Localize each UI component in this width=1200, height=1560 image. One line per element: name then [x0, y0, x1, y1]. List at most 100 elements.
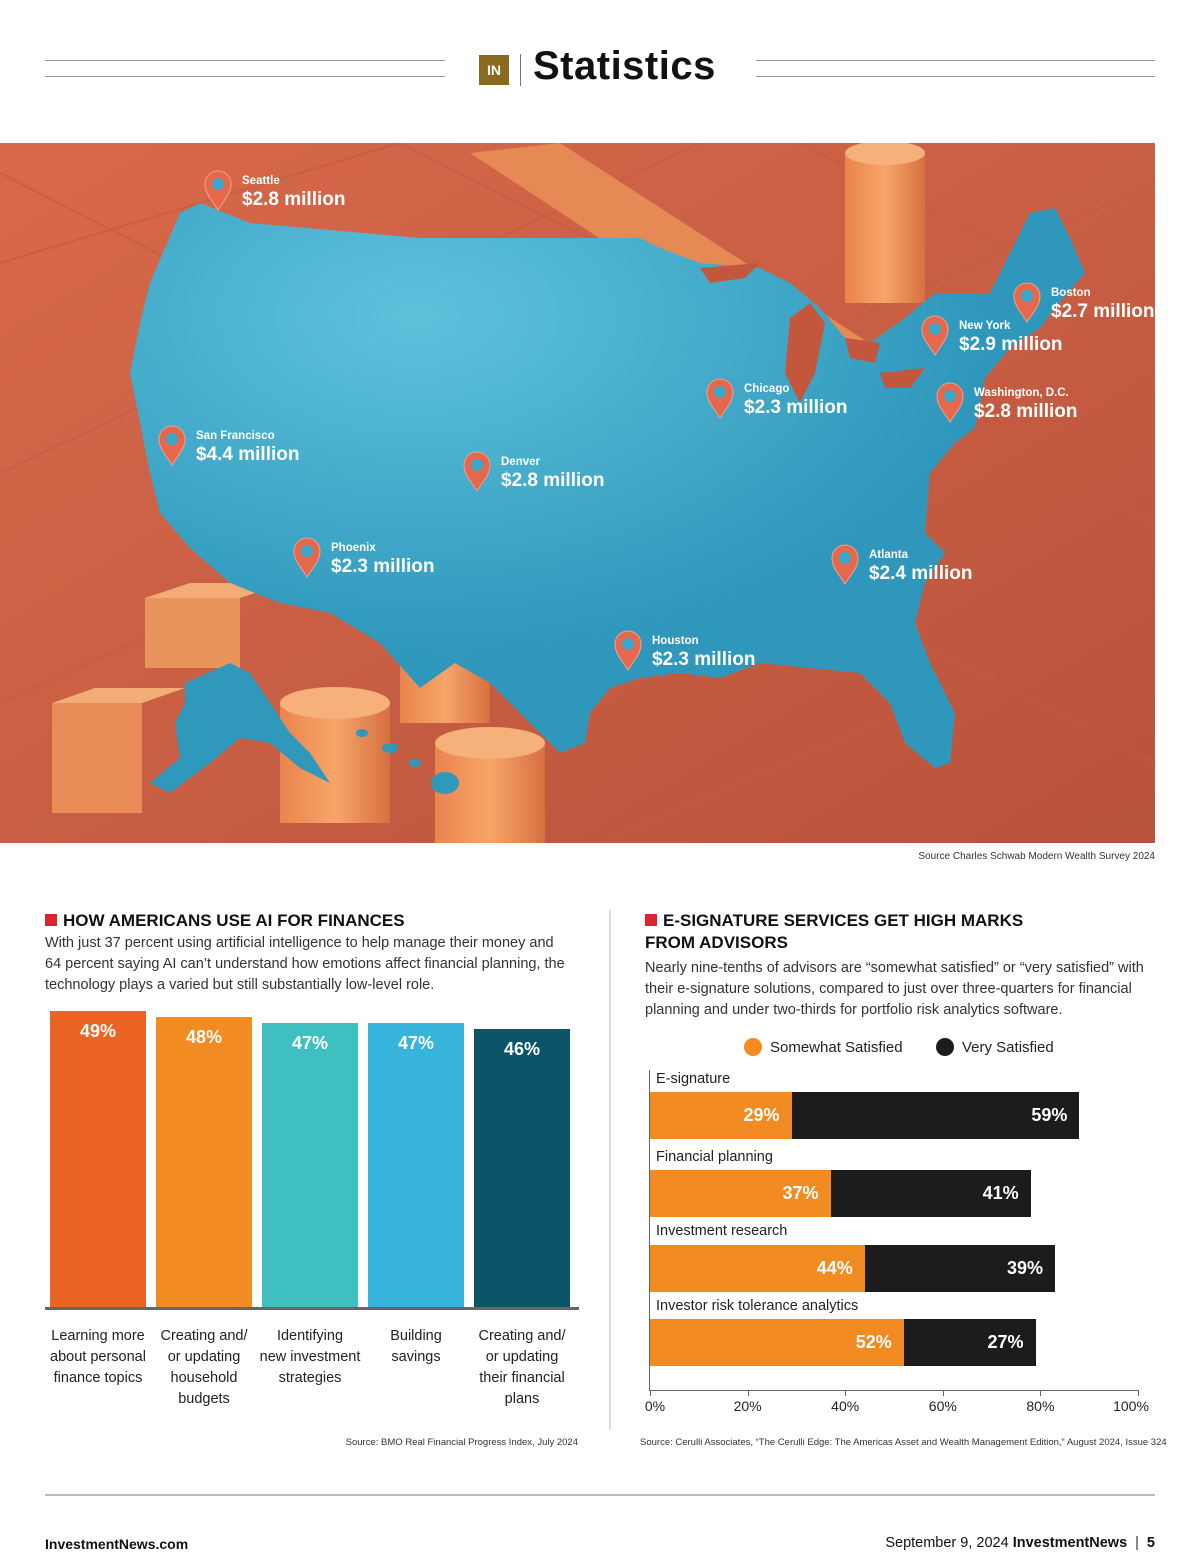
- ai-bar-value: 47%: [397, 1033, 435, 1054]
- city-value-label: $2.3 million: [744, 397, 847, 418]
- page-number: 5: [1146, 1535, 1155, 1551]
- city-value-label: $2.3 million: [331, 556, 434, 577]
- header-rule-left-bottom: [45, 76, 445, 77]
- ai-section-title: HOW AMERICANS USE AI FOR FINANCES: [45, 910, 405, 932]
- city-value-label: $2.8 million: [242, 189, 345, 210]
- ai-bar: [368, 1023, 464, 1307]
- esig-axis-x: [649, 1390, 1139, 1391]
- esig-tick-label: 60%: [928, 1398, 957, 1414]
- esig-section-description: Nearly nine-tenths of advisors are “some…: [645, 960, 1144, 1018]
- esig-bar-value: 39%: [1007, 1258, 1044, 1278]
- city-name-label: Seattle: [242, 175, 280, 187]
- map-source: Source Charles Schwab Modern Wealth Surv…: [918, 851, 1155, 862]
- footer-date: September 9, 2024: [885, 1535, 1009, 1551]
- esig-bar-value: 27%: [987, 1332, 1024, 1352]
- map-pin-icon: [293, 537, 321, 578]
- esig-bar-value: 59%: [1031, 1105, 1068, 1125]
- ai-bar-value: 46%: [503, 1039, 541, 1060]
- city-value-label: $2.8 million: [501, 470, 604, 491]
- ai-bar-value: 47%: [291, 1033, 329, 1054]
- brand-logo: IN: [479, 55, 509, 85]
- esig-tick-mark: [747, 1390, 749, 1396]
- esig-tick-label: 80%: [1026, 1398, 1055, 1414]
- bar-somewhat-satisfied: [650, 1170, 831, 1217]
- city-name-label: San Francisco: [196, 430, 275, 442]
- ai-bar-category: Creating and/or updating their financial p…: [478, 1328, 566, 1407]
- legend-somewhat: Somewhat Satisfied: [744, 1038, 903, 1056]
- city-value-label: $2.4 million: [869, 563, 972, 584]
- map-pin-icon: [1013, 282, 1041, 323]
- esig-tick-mark: [1040, 1390, 1042, 1396]
- hawaii-shape: [356, 729, 459, 794]
- esig-source: Source: Cerulli Associates, “The Cerulli…: [640, 1437, 1167, 1448]
- header-rule-right-bottom: [756, 76, 1155, 77]
- city-name-label: Denver: [501, 456, 541, 468]
- ai-bar: [156, 1017, 252, 1307]
- esig-tick-label: 20%: [733, 1398, 762, 1414]
- esig-tick-label: 0%: [644, 1398, 666, 1414]
- ai-section-title-text: HOW AMERICANS USE AI FOR FINANCES: [63, 911, 405, 930]
- city-name-label: Washington, D.C.: [974, 387, 1069, 399]
- bar-somewhat-satisfied: [650, 1245, 865, 1292]
- ai-section-description: With just 37 percent using artificial in…: [45, 935, 565, 993]
- esig-category-label: Financial planning: [656, 1149, 773, 1165]
- city-value-label: $2.8 million: [974, 401, 1077, 422]
- bar-very-satisfied: [791, 1092, 1080, 1139]
- alaska-shape: [150, 663, 330, 793]
- map-pin-icon: [614, 630, 642, 671]
- city-value-label: $2.3 million: [652, 649, 755, 670]
- footer-info: September 9, 2024 InvestmentNews | 5: [885, 1535, 1155, 1551]
- great-lakes: [700, 263, 925, 403]
- footer-rule: [45, 1494, 1155, 1496]
- ai-bar-category: Building savings: [390, 1328, 442, 1365]
- esig-axis-y: [649, 1070, 650, 1390]
- esig-tick-mark: [1138, 1390, 1139, 1396]
- esig-tick-label: 100%: [1113, 1398, 1149, 1414]
- header-separator: [520, 54, 521, 86]
- city-name-label: New York: [959, 320, 1011, 332]
- esig-bar-value: 37%: [782, 1183, 819, 1203]
- footer-brand: InvestmentNews: [1012, 1535, 1128, 1551]
- ai-bar-category: Learning more about personal finance topic…: [50, 1328, 146, 1386]
- header-rule-left-top: [45, 60, 445, 61]
- city-value-label: $4.4 million: [196, 444, 299, 465]
- ai-bar: [474, 1029, 570, 1307]
- city-value-label: $2.9 million: [959, 334, 1062, 355]
- map-pin-icon: [831, 544, 859, 585]
- city-value-label: $2.7 million: [1051, 301, 1154, 322]
- legend-very: Very Satisfied: [936, 1038, 1054, 1056]
- city-name-label: Boston: [1051, 287, 1091, 299]
- ai-bar-category: Identifying new investment strategies: [259, 1328, 361, 1386]
- esig-bar-value: 44%: [816, 1258, 853, 1278]
- bar-very-satisfied: [903, 1319, 1036, 1366]
- city-name-label: Chicago: [744, 383, 789, 395]
- esig-title-line2: FROM ADVISORS: [645, 933, 788, 952]
- map-illustration: Seattle $2.8 million San Francisco $4.4 mil…: [0, 143, 1155, 843]
- esig-category-label: E-signature: [656, 1071, 731, 1087]
- footer-divider: |: [1135, 1535, 1139, 1551]
- esig-bar-value: 52%: [855, 1332, 892, 1352]
- legend-black-dot: [936, 1038, 954, 1056]
- legend-somewhat-label: Somewhat Satisfied: [770, 1038, 903, 1056]
- footer-website: InvestmentNews.com: [45, 1536, 189, 1552]
- bar-very-satisfied: [830, 1170, 1031, 1217]
- esig-tick-label: 40%: [831, 1398, 860, 1414]
- esig-tick-mark: [650, 1390, 651, 1396]
- ai-chart-baseline: [45, 1307, 579, 1310]
- map-pin-icon: [204, 170, 232, 211]
- esig-tick-mark: [845, 1390, 847, 1396]
- header-rule-right-top: [756, 60, 1155, 61]
- city-name-label: Atlanta: [869, 549, 909, 561]
- ai-bar-category: Creating and/or updating household budgets: [160, 1328, 248, 1407]
- ai-source: Source: BMO Real Financial Progress Inde…: [345, 1437, 578, 1448]
- esig-section-title: E-SIGNATURE SERVICES GET HIGH MARKS FROM…: [645, 910, 1023, 954]
- section-title: Statistics: [533, 44, 716, 88]
- bar-somewhat-satisfied: [650, 1092, 792, 1139]
- ai-bar: [262, 1023, 358, 1307]
- map-pin-icon: [158, 425, 186, 466]
- city-markers: Seattle $2.8 million San Francisco $4.4 mil…: [158, 170, 1154, 671]
- bar-somewhat-satisfied: [650, 1319, 904, 1366]
- map-pin-icon: [706, 378, 734, 419]
- map-pin-icon: [921, 315, 949, 356]
- map-pin-icon: [936, 382, 964, 423]
